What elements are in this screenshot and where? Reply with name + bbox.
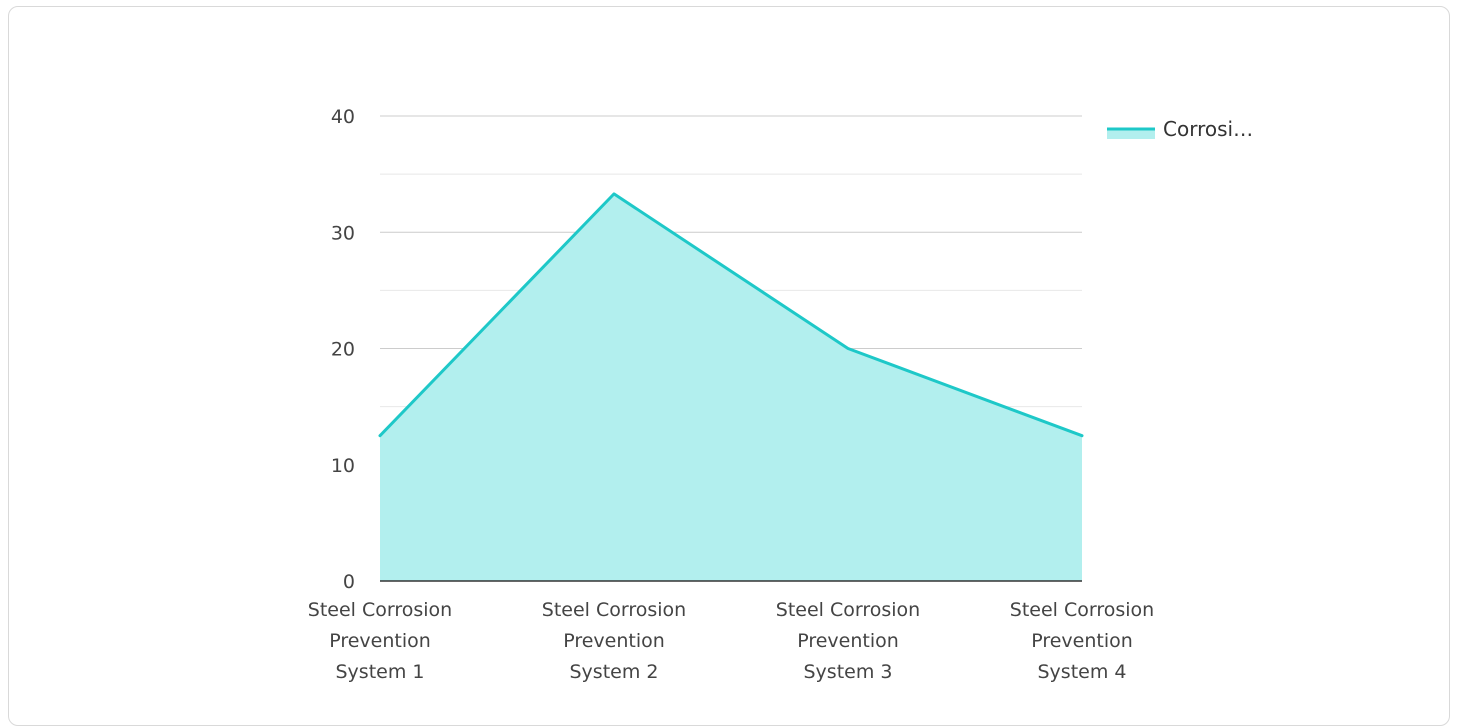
x-tick-labels: Steel Corrosion Prevention System 1 Steel C… <box>308 599 1154 683</box>
series-area <box>378 192 1084 581</box>
y-tick-label: 10 <box>331 455 355 477</box>
series-line <box>378 192 1084 438</box>
x-tick-label-1: Steel Corrosion Prevention System 1 <box>308 599 452 683</box>
y-tick-labels: 0 10 20 30 40 <box>331 106 355 593</box>
y-tick-label: 0 <box>343 571 355 593</box>
y-tick-label: 20 <box>331 339 355 361</box>
series-area-fill <box>380 193 1082 581</box>
legend-swatch-fill <box>1107 129 1155 139</box>
legend[interactable]: Corrosi… <box>1107 117 1253 141</box>
x-tick-label-2: Steel Corrosion Prevention System 2 <box>542 599 686 683</box>
x-tick-label-3: Steel Corrosion Prevention System 3 <box>776 599 920 683</box>
area-chart: 0 10 20 30 40 Steel Corrosion Prevention Syste… <box>308 106 1253 683</box>
x-tick-label-4: Steel Corrosion Prevention System 4 <box>1010 599 1154 683</box>
legend-label[interactable]: Corrosi… <box>1163 117 1253 141</box>
y-tick-label: 30 <box>331 222 355 244</box>
y-tick-label: 40 <box>331 106 355 128</box>
